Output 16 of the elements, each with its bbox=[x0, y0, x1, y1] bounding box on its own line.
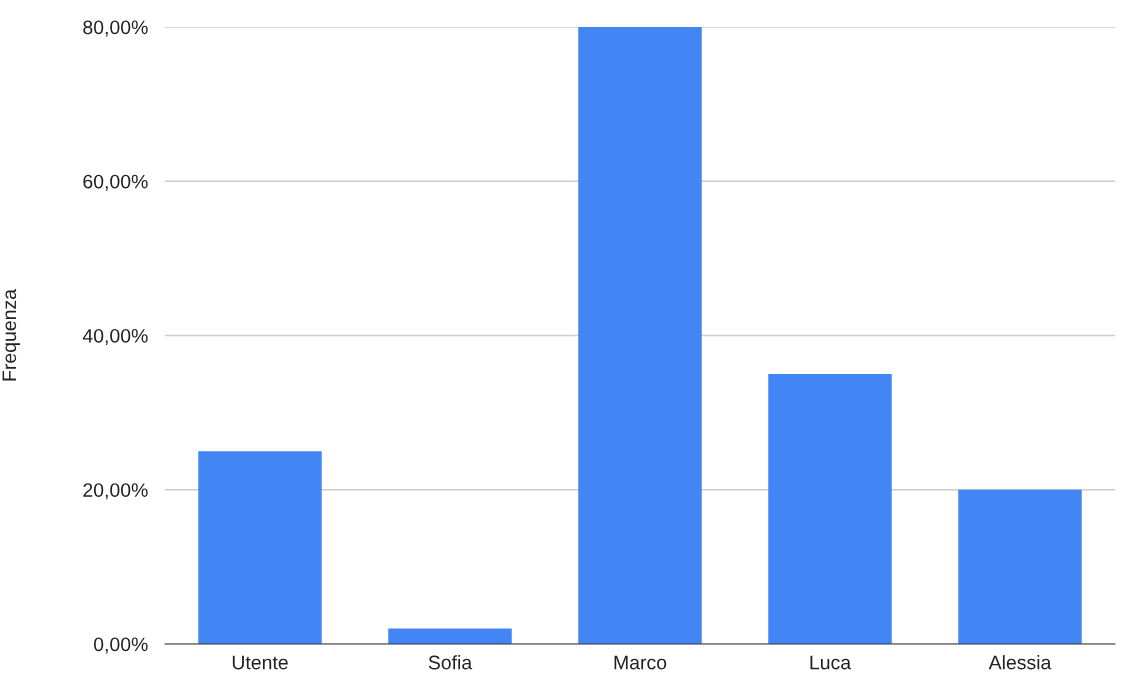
x-tick-label: Luca bbox=[810, 655, 852, 670]
y-axis-title: Frequenza bbox=[2, 289, 20, 381]
x-tick-label: Marco bbox=[614, 655, 667, 670]
y-tick-label: 20,00% bbox=[83, 483, 148, 500]
y-tick-label: 60,00% bbox=[83, 174, 148, 191]
x-tick-label: Sofia bbox=[428, 655, 473, 670]
y-tick-label: 80,00% bbox=[83, 20, 148, 37]
bar bbox=[198, 451, 322, 644]
bar bbox=[388, 628, 512, 644]
bar bbox=[578, 27, 702, 644]
y-tick-label: 40,00% bbox=[82, 328, 148, 346]
bar bbox=[958, 489, 1082, 644]
x-tick-label: Utente bbox=[232, 655, 288, 670]
x-tick-label: Alessia bbox=[988, 655, 1052, 670]
y-tick-label: 0,00% bbox=[93, 637, 148, 654]
bar bbox=[768, 374, 892, 644]
